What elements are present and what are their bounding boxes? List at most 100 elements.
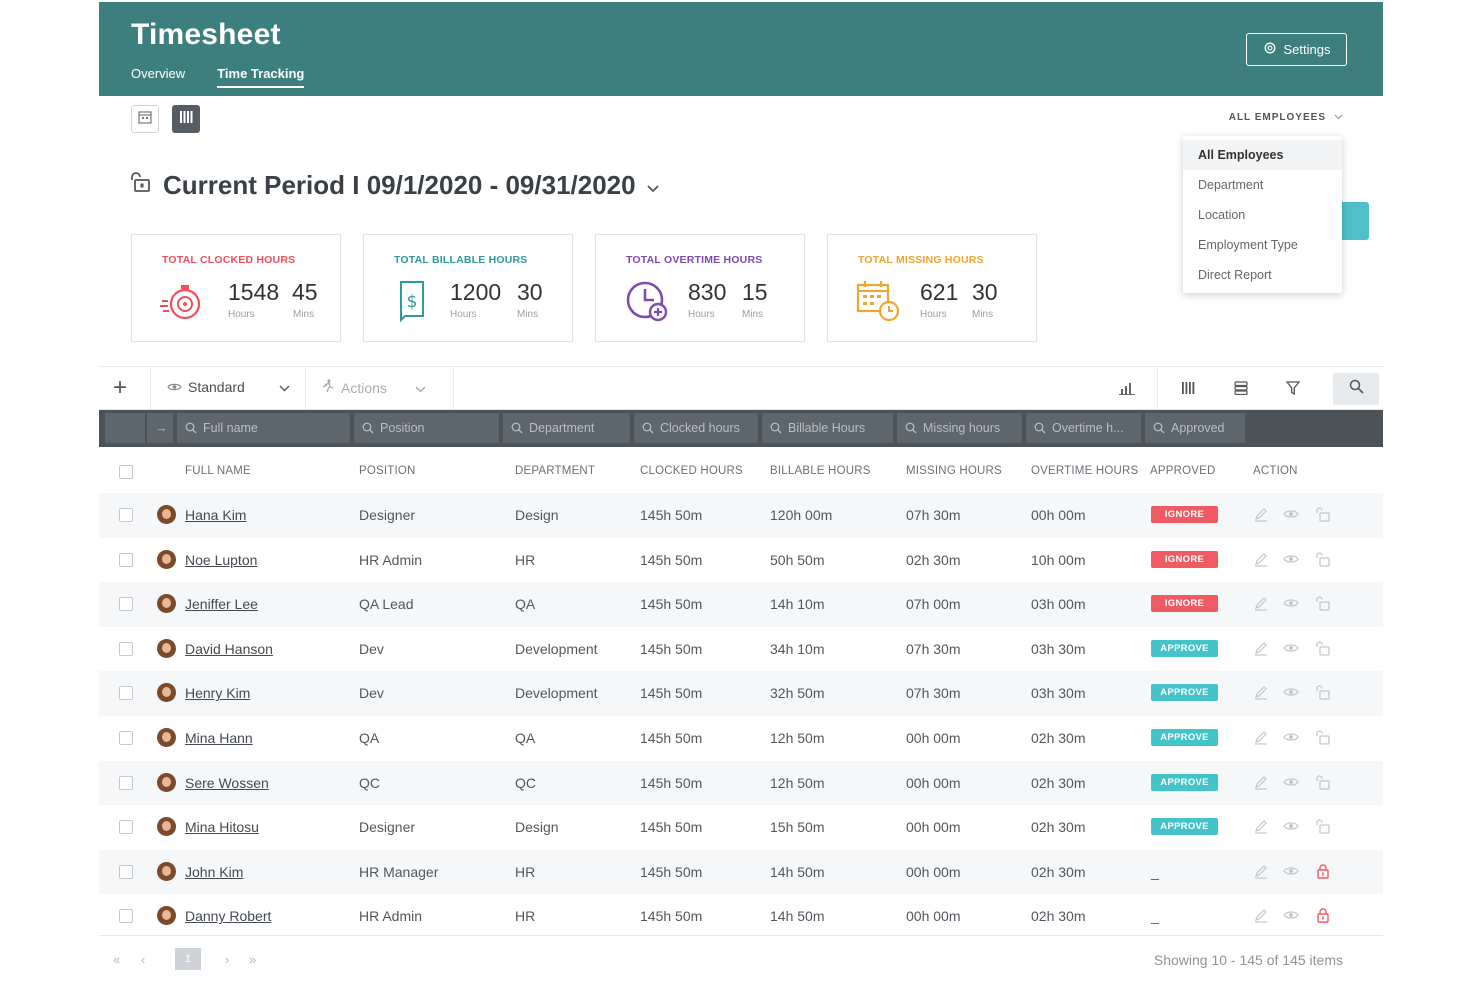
view-eye-icon[interactable] bbox=[1283, 863, 1299, 879]
view-select[interactable]: Standard bbox=[167, 379, 290, 395]
view-eye-icon[interactable] bbox=[1283, 907, 1299, 923]
employee-name-link[interactable]: Henry Kim bbox=[185, 685, 251, 702]
row-checkbox[interactable] bbox=[119, 864, 133, 879]
column-header-clocked-hours[interactable]: CLOCKED HOURS bbox=[640, 465, 743, 477]
employee-name-link[interactable]: Mina Hitosu bbox=[185, 819, 259, 836]
approve-button[interactable]: APPROVE bbox=[1151, 729, 1218, 746]
actions-select[interactable]: Actions bbox=[321, 379, 426, 396]
edit-icon[interactable] bbox=[1253, 595, 1269, 611]
select-all-checkbox[interactable] bbox=[119, 465, 133, 479]
column-header-position[interactable]: POSITION bbox=[359, 465, 416, 477]
row-checkbox[interactable] bbox=[119, 731, 133, 745]
menu-item-location[interactable]: Location bbox=[1198, 208, 1246, 222]
filter-position[interactable]: Position bbox=[354, 413, 499, 443]
unlock-icon[interactable] bbox=[1315, 774, 1331, 790]
unlock-icon[interactable] bbox=[1315, 729, 1331, 745]
menu-item-direct-report[interactable]: Direct Report bbox=[1198, 268, 1272, 282]
edit-icon[interactable] bbox=[1253, 907, 1269, 923]
approve-button[interactable]: APPROVE bbox=[1151, 684, 1218, 702]
bar-chart-icon[interactable] bbox=[1117, 378, 1137, 398]
edit-icon[interactable] bbox=[1253, 684, 1269, 700]
unlock-icon[interactable] bbox=[1315, 818, 1331, 834]
column-header-full-name[interactable]: FULL NAME bbox=[185, 465, 251, 477]
view-eye-icon[interactable] bbox=[1283, 774, 1299, 790]
menu-item-department[interactable]: Department bbox=[1198, 178, 1264, 192]
unlock-icon[interactable] bbox=[1315, 640, 1331, 656]
view-eye-icon[interactable] bbox=[1283, 595, 1299, 611]
employee-name-link[interactable]: Sere Wossen bbox=[185, 774, 269, 791]
settings-button[interactable]: Settings bbox=[1246, 33, 1347, 66]
employee-name-link[interactable]: Danny Robert bbox=[185, 908, 272, 925]
edit-icon[interactable] bbox=[1253, 506, 1269, 522]
filter-full-name[interactable]: Full name bbox=[177, 413, 350, 443]
filter-missing-hours[interactable]: Missing hours bbox=[897, 413, 1022, 443]
menu-item-all-employees[interactable]: All Employees bbox=[1183, 140, 1342, 170]
view-eye-icon[interactable] bbox=[1283, 506, 1299, 522]
view-eye-icon[interactable] bbox=[1283, 729, 1299, 745]
approve-button[interactable]: APPROVE bbox=[1151, 773, 1218, 791]
column-header-billable-hours[interactable]: BILLABLE HOURS bbox=[770, 465, 871, 477]
add-icon[interactable]: + bbox=[113, 374, 128, 401]
ignore-button[interactable]: IGNORE bbox=[1151, 550, 1218, 568]
lock-icon[interactable] bbox=[1315, 863, 1331, 879]
employee-name-link[interactable]: John Kim bbox=[185, 863, 244, 880]
next-page-icon[interactable]: › bbox=[225, 952, 230, 967]
filter-clocked-hours[interactable]: Clocked hours bbox=[634, 413, 758, 443]
filter-department[interactable]: Department bbox=[503, 413, 630, 443]
view-eye-icon[interactable] bbox=[1283, 684, 1299, 700]
row-checkbox[interactable] bbox=[119, 552, 133, 567]
unlock-icon[interactable] bbox=[1315, 506, 1331, 522]
page-number[interactable]: 1 bbox=[175, 948, 201, 970]
database-icon[interactable] bbox=[1231, 378, 1251, 398]
row-checkbox[interactable] bbox=[119, 597, 133, 612]
column-header-overtime-hours[interactable]: OVERTIME HOURS bbox=[1031, 465, 1139, 477]
employee-name-link[interactable]: Mina Hann bbox=[185, 730, 253, 746]
unlock-icon[interactable] bbox=[1315, 551, 1331, 567]
edit-icon[interactable] bbox=[1253, 640, 1269, 656]
approve-button[interactable]: APPROVE bbox=[1151, 639, 1218, 657]
arrow-right-icon[interactable]: → bbox=[147, 413, 173, 443]
edit-icon[interactable] bbox=[1253, 729, 1269, 745]
column-header-department[interactable]: DEPARTMENT bbox=[515, 465, 596, 477]
period-selector[interactable]: Current Period I 09/1/2020 - 09/31/2020 bbox=[129, 170, 660, 201]
filter-billable-hours[interactable]: Billable Hours bbox=[762, 413, 893, 443]
edit-icon[interactable] bbox=[1253, 863, 1269, 879]
calendar-view-button[interactable] bbox=[131, 105, 159, 133]
ignore-button[interactable]: IGNORE bbox=[1151, 506, 1218, 523]
prev-page-icon[interactable]: ‹ bbox=[141, 952, 146, 967]
employee-name-link[interactable]: David Hanson bbox=[185, 640, 273, 657]
row-checkbox[interactable] bbox=[119, 508, 133, 522]
view-eye-icon[interactable] bbox=[1283, 818, 1299, 834]
column-header-approved[interactable]: APPROVED bbox=[1150, 465, 1216, 477]
lock-icon[interactable] bbox=[1315, 907, 1331, 924]
table-view-button[interactable] bbox=[172, 105, 200, 133]
tab-time-tracking[interactable]: Time Tracking bbox=[217, 66, 305, 88]
view-eye-icon[interactable] bbox=[1283, 551, 1299, 567]
unlock-icon[interactable] bbox=[1315, 684, 1331, 701]
row-checkbox[interactable] bbox=[119, 641, 133, 656]
employee-filter-toggle[interactable]: ALL EMPLOYEES bbox=[1229, 112, 1343, 123]
unlock-icon[interactable] bbox=[1315, 595, 1331, 611]
filter-overtime-hours[interactable]: Overtime h... bbox=[1026, 413, 1141, 443]
approve-button[interactable]: APPROVE bbox=[1151, 818, 1218, 836]
last-page-icon[interactable]: » bbox=[249, 952, 257, 967]
row-checkbox[interactable] bbox=[119, 775, 133, 790]
filter-icon[interactable] bbox=[1283, 378, 1303, 398]
employee-name-link[interactable]: Hana Kim bbox=[185, 507, 247, 523]
column-header-missing-hours[interactable]: MISSING HOURS bbox=[906, 465, 1002, 477]
side-action-tab[interactable] bbox=[1341, 202, 1369, 240]
employee-name-link[interactable]: Jeniffer Lee bbox=[185, 596, 258, 613]
filter-approved[interactable]: Approved bbox=[1145, 413, 1245, 443]
menu-item-employment-type[interactable]: Employment Type bbox=[1198, 238, 1298, 252]
edit-icon[interactable] bbox=[1253, 818, 1269, 834]
row-checkbox[interactable] bbox=[119, 686, 133, 701]
employee-name-link[interactable]: Noe Lupton bbox=[185, 551, 258, 568]
search-button[interactable] bbox=[1333, 373, 1379, 405]
view-eye-icon[interactable] bbox=[1283, 640, 1299, 656]
edit-icon[interactable] bbox=[1253, 551, 1269, 567]
row-checkbox[interactable] bbox=[119, 820, 133, 835]
columns-icon[interactable] bbox=[1178, 378, 1198, 398]
tab-overview[interactable]: Overview bbox=[131, 66, 186, 81]
ignore-button[interactable]: IGNORE bbox=[1151, 595, 1218, 613]
row-checkbox[interactable] bbox=[119, 909, 133, 924]
